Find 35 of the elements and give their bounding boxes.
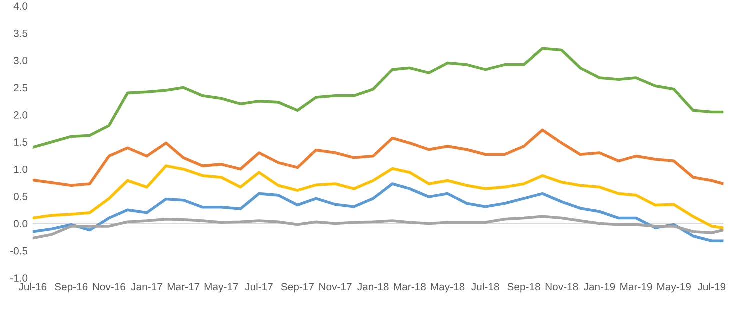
x-tick-label: Nov-17 <box>320 283 352 291</box>
x-tick-label: Mar-18 <box>394 283 426 291</box>
line-series <box>32 215 724 240</box>
line-series <box>32 164 724 230</box>
y-tick-label: 0.0 <box>14 220 28 228</box>
x-tick-label: Jul-16 <box>18 282 47 291</box>
x-tick-label: Nov-18 <box>546 283 578 291</box>
x-tick-label: Jul-18 <box>472 282 500 291</box>
line-series <box>32 128 724 188</box>
y-tick-label: 1.0 <box>14 166 28 174</box>
x-tick-label: Jul-17 <box>245 282 273 291</box>
x-tick-label: Mar-19 <box>620 283 652 291</box>
x-tick-label: Sep-16 <box>55 283 88 293</box>
x-tick-label: Mar-17 <box>168 283 200 291</box>
x-tick-label: Jul-19 <box>698 282 726 291</box>
x-tick-label: Sep-18 <box>508 283 540 293</box>
x-tick-label: Jan-17 <box>131 283 162 291</box>
y-tick-label: -0.5 <box>10 247 28 255</box>
y-tick-label: 3.0 <box>14 57 28 64</box>
x-tick-label: Jan-18 <box>358 283 389 291</box>
x-tick-label: Nov-16 <box>93 283 126 291</box>
x-tick-label: May-18 <box>431 283 465 293</box>
line-series <box>32 47 724 149</box>
y-tick-label: 4.0 <box>14 2 28 10</box>
y-tick-label: 0.5 <box>14 193 28 200</box>
line-series <box>32 182 724 243</box>
x-tick-label: Jan-19 <box>584 283 616 291</box>
y-tick-label: 2.5 <box>14 84 28 92</box>
y-tick-label: -1.0 <box>10 274 28 282</box>
x-tick-label: Sep-17 <box>281 283 314 293</box>
y-tick-label: 1.5 <box>14 138 28 146</box>
y-tick-label: 2.0 <box>14 111 28 119</box>
x-tick-label: May-19 <box>658 283 691 293</box>
x-tick-label: May-17 <box>204 283 238 293</box>
y-tick-label: 3.5 <box>14 30 28 38</box>
